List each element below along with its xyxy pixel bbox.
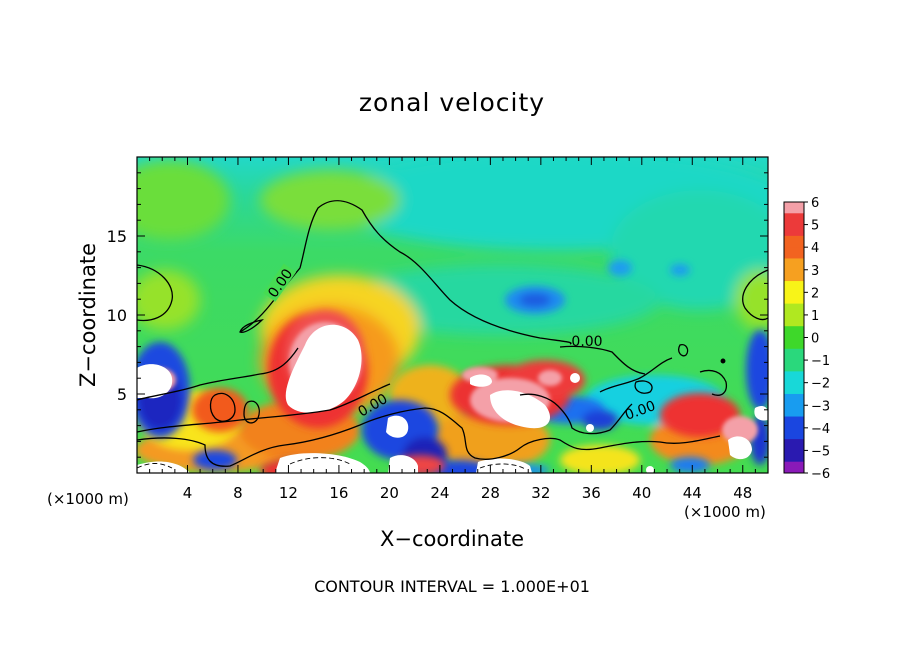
colorbar-swatch [784,348,804,361]
colorbar-tick-label: 2 [811,286,819,301]
colorbar-swatch [784,292,804,305]
colorbar-tick-label: 1 [811,309,819,324]
x-unit-label-right: (×1000 m) [684,503,766,521]
x-tick-label: 24 [430,484,449,502]
colorbar-swatch [784,450,804,463]
colorbar-swatch [784,303,804,316]
colorbar-swatch [784,405,804,418]
colorbar-swatch [784,461,804,474]
colorbar-swatch [784,224,804,237]
colorbar-tick-label: −6 [811,467,830,482]
x-tick-label: 28 [481,484,500,502]
y-axis: 5 10 15 [107,172,768,458]
colorbar-tick-label: 6 [811,196,819,211]
colorbar-swatch [784,247,804,259]
colorbar-swatch [784,416,804,429]
heatmap-field [137,157,768,473]
colorbar-swatch [784,439,804,451]
colorbar-tick-label: 0 [811,332,819,347]
colorbar-swatch [784,393,804,406]
colorbar-swatch [784,269,804,282]
colorbar-tick-label: −1 [811,354,830,369]
colorbar-tick-label: 3 [811,264,819,279]
colorbar-swatch [784,337,804,350]
colorbar-swatch [784,202,804,214]
colorbar-swatch [784,326,804,338]
x-tick-label: 36 [582,484,601,502]
colorbar-swatch [784,258,804,271]
x-tick-label: 16 [329,484,348,502]
x-tick-label: 8 [233,484,243,502]
x-tick-label: 20 [380,484,399,502]
x-tick-label: 40 [632,484,651,502]
y-tick-label: 15 [107,227,127,246]
colorbar-swatch [784,360,804,372]
x-tick-label: 4 [183,484,193,502]
colorbar-tick-label: 5 [811,219,819,234]
colorbar-swatch [784,281,804,293]
x-tick-label: 32 [531,484,550,502]
x-tick-label: 48 [733,484,752,502]
colorbar-swatch [784,213,804,226]
colorbar-tick-label: −5 [811,444,830,459]
colorbar-swatch [784,235,804,248]
x-axis-label: X−coordinate [380,527,524,551]
x-unit-label-left: (×1000 m) [47,490,129,508]
contour-interval-note: CONTOUR INTERVAL = 1.000E+01 [314,577,590,596]
colorbar-tick-label: 4 [811,241,819,256]
colorbar-tick-label: −3 [811,399,830,414]
colorbar: 6 5 4 3 2 1 0 −1 −2 −3 −4 −5 −6 [783,196,830,482]
contour-label: 0.00 [571,334,602,350]
colorbar-swatch [784,371,804,384]
x-axis: 4 8 12 16 20 24 28 32 36 40 44 48 [149,157,756,502]
y-tick-label: 10 [107,306,127,325]
chart-title: zonal velocity [358,88,546,117]
colorbar-swatch [784,427,804,440]
x-tick-label: 44 [683,484,702,502]
colorbar-tick-label: −4 [811,422,830,437]
colorbar-tick-label: −2 [811,377,830,392]
y-tick-label: 5 [117,385,127,404]
x-tick-label: 12 [279,484,298,502]
colorbar-swatch [784,314,804,327]
colorbar-swatch [784,382,804,395]
